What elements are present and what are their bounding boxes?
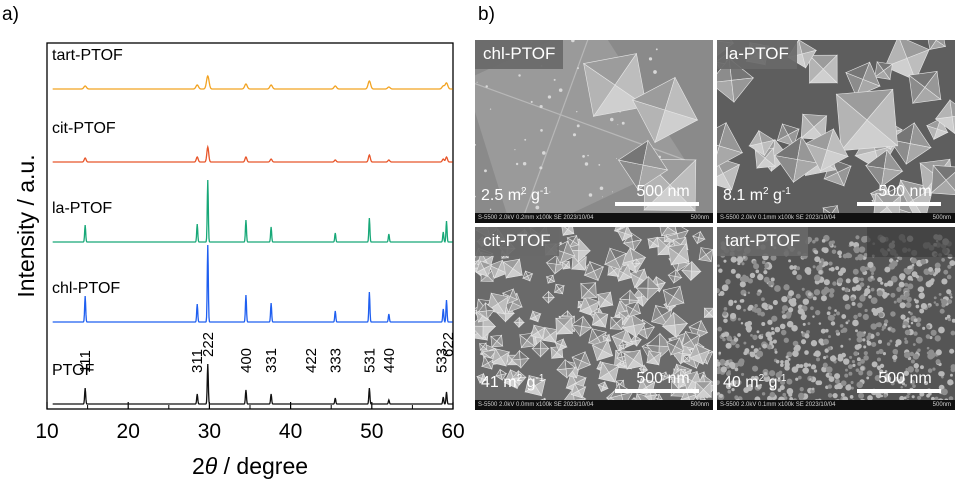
series-labels: PTOF chl-PTOF la-PTOF cit-PTOF tart-PTOF — [52, 47, 123, 379]
x-tick-label: 30 — [198, 420, 221, 443]
sem-texture-tart — [717, 227, 955, 410]
series-label: chl-PTOF — [52, 280, 120, 297]
scale-bar-label: 500 nm — [878, 370, 932, 387]
x-tick-label: 50 — [360, 420, 383, 443]
x-tick-label: 20 — [117, 420, 140, 443]
scale-bar-label: 500 nm — [636, 183, 690, 200]
sem-footer: S-5500 2.0kV 0.2mm x100k SE 2023/10/04 50… — [475, 213, 713, 223]
reflection-label: 331 — [263, 348, 280, 373]
sem-image-cit: cit-PTOF 41 m2 g-1 500 nm S-5500 2.0kV 0… — [475, 227, 713, 410]
sem-grid: chl-PTOF 2.5 m2 g-1 500 nm S-5500 2.0kV … — [475, 40, 955, 412]
surface-area: 2.5 m2 g-1 — [481, 186, 549, 204]
x-axis-title: 2θ / degree — [192, 453, 308, 479]
sem-sample-name: tart-PTOF — [717, 227, 809, 256]
sem-sample-name: la-PTOF — [717, 40, 797, 69]
reflection-label: 222 — [200, 332, 217, 357]
reflection-label: 531 — [361, 348, 378, 373]
sem-sample-name: chl-PTOF — [475, 40, 564, 69]
surface-area: 8.1 m2 g-1 — [723, 186, 791, 204]
scale-bar — [615, 202, 699, 206]
scale-bar — [857, 389, 941, 393]
reflection-label: 622 — [440, 332, 457, 357]
series-line-PTOF — [52, 363, 453, 405]
scale-bar-label: 500 nm — [878, 183, 932, 200]
reflection-label: 400 — [238, 348, 255, 373]
series-label: la-PTOF — [52, 200, 112, 217]
x-tick-label: 40 — [279, 420, 302, 443]
reflection-label: 311 — [189, 349, 206, 373]
series-line-tart-PTOF — [52, 74, 453, 90]
reflection-label: 111 — [77, 350, 94, 373]
sem-footer: S-5500 2.0kV 0.0mm x100k SE 2023/10/04 50… — [475, 400, 713, 410]
xrd-series — [52, 74, 453, 405]
reflection-label: 422 — [303, 348, 320, 373]
series-line-chl-PTOF — [52, 244, 453, 324]
x-axis-ticks: 10 20 30 40 50 60 — [35, 402, 465, 443]
reflection-label: 440 — [381, 348, 398, 373]
series-label: tart-PTOF — [52, 47, 123, 64]
series-label: cit-PTOF — [52, 120, 116, 137]
reflection-label: 333 — [327, 348, 344, 373]
x-tick-label: 60 — [441, 420, 464, 443]
surface-area: 40 m2 g-1 — [723, 373, 787, 391]
x-tick-label: 10 — [35, 420, 58, 443]
y-axis-title: Intensity / a.u. — [13, 154, 39, 297]
panel-b-label: b) — [478, 4, 495, 25]
sem-footer: S-5500 2.0kV 0.1mm x100k SE 2023/10/04 50… — [717, 213, 955, 223]
sem-footer: S-5500 2.0kV 0.1mm x100k SE 2023/10/04 50… — [717, 400, 955, 410]
panel-a-label: a) — [2, 4, 19, 25]
sem-texture-chl — [475, 40, 713, 223]
series-label: PTOF — [52, 362, 95, 379]
sem-image-la: la-PTOF 8.1 m2 g-1 500 nm S-5500 2.0kV 0… — [717, 40, 955, 223]
sem-image-chl: chl-PTOF 2.5 m2 g-1 500 nm S-5500 2.0kV … — [475, 40, 713, 223]
sem-image-tart: tart-PTOF 40 m2 g-1 500 nm S-5500 2.0kV … — [717, 227, 955, 410]
surface-area: 41 m2 g-1 — [481, 373, 545, 391]
scale-bar-label: 500 nm — [636, 370, 690, 387]
series-line-cit-PTOF — [52, 144, 453, 163]
scale-bar — [857, 202, 941, 206]
scale-bar — [615, 389, 699, 393]
sem-sample-name: cit-PTOF — [475, 227, 559, 256]
reflection-label: 533 — [434, 348, 451, 373]
series-line-la-PTOF — [52, 179, 453, 243]
